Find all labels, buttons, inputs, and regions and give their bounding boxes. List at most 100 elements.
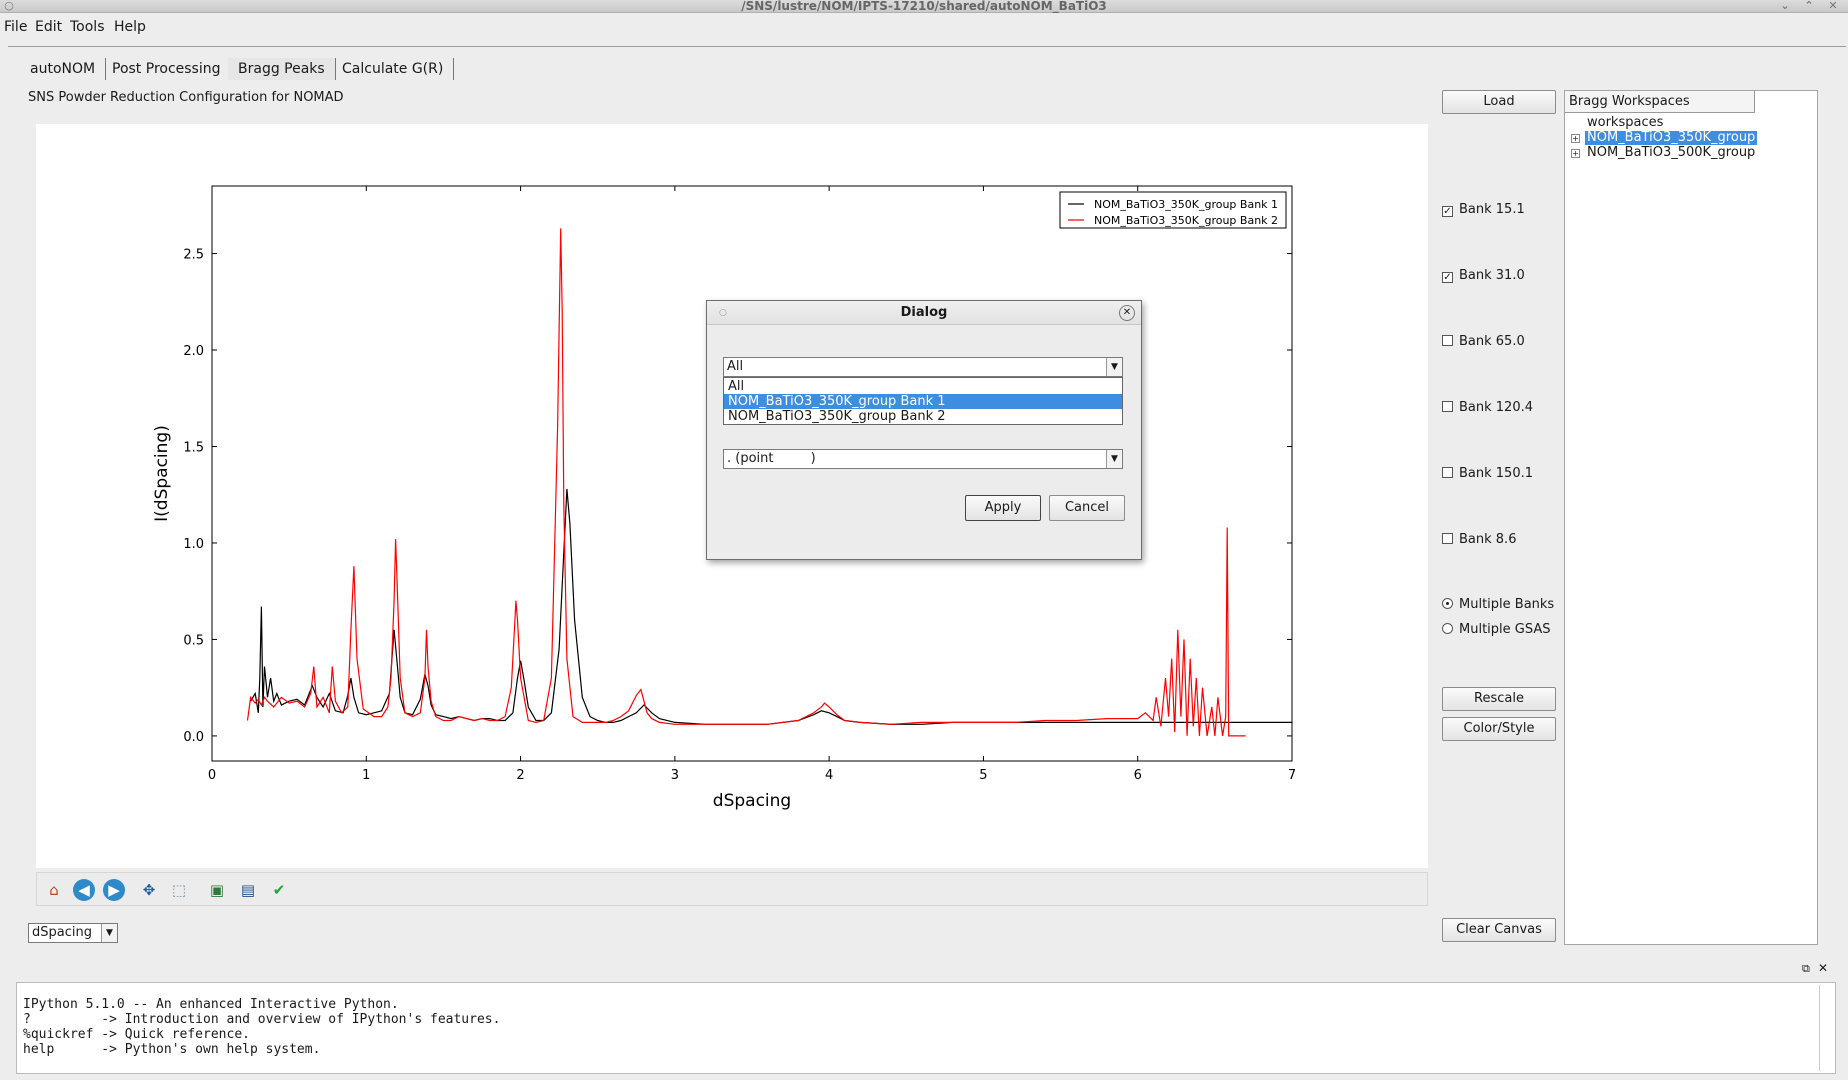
tree-item-500k-group[interactable]: NOM_BaTiO3_500K_group xyxy=(1587,145,1756,160)
menu-edit[interactable]: Edit xyxy=(35,19,63,35)
window-menu-icon[interactable]: ○ xyxy=(4,0,14,12)
tree-root-workspaces[interactable]: workspaces xyxy=(1587,115,1664,130)
tab-calculate-gr[interactable]: Calculate G(R) xyxy=(332,58,455,80)
dialog-title: Dialog ○ ✕ xyxy=(707,301,1141,325)
expand-icon[interactable]: + xyxy=(1571,134,1580,143)
check-icon[interactable]: ✔ xyxy=(272,881,286,899)
back-icon[interactable]: ◀ xyxy=(73,879,95,901)
forward-icon[interactable]: ▶ xyxy=(103,879,125,901)
dropdown-option-bank1[interactable]: NOM_BaTiO3_350K_group Bank 1 xyxy=(724,394,1122,409)
line-style-dialog: Dialog ○ ✕ All ▼ All NOM_BaTiO3_350K_gro… xyxy=(706,300,1142,560)
chevron-down-icon: ▼ xyxy=(1106,358,1122,376)
bank-checkbox-31-0[interactable]: ✓ Bank 31.0 xyxy=(1442,268,1525,283)
x-tick-label: 1 xyxy=(362,768,370,783)
apply-button[interactable]: Apply xyxy=(965,495,1041,521)
console-line: IPython 5.1.0 -- An enhanced Interactive… xyxy=(23,997,399,1012)
checkbox-icon[interactable]: ✓ xyxy=(1442,272,1453,283)
x-tick-label: 3 xyxy=(671,768,679,783)
page-subtitle: SNS Powder Reduction Configuration for N… xyxy=(28,90,344,105)
console-scrollbar[interactable] xyxy=(1819,985,1833,1071)
bank-checkbox-120-4[interactable]: Bank 120.4 xyxy=(1442,400,1533,415)
bragg-workspaces-tree[interactable]: Bragg Workspaces workspaces + NOM_BaTiO3… xyxy=(1564,90,1818,945)
radio-multiple-banks[interactable]: Multiple Banks xyxy=(1442,597,1554,612)
cancel-button[interactable]: Cancel xyxy=(1049,495,1125,521)
checkbox-icon[interactable] xyxy=(1442,401,1453,412)
close-console-icon[interactable]: ✕ xyxy=(1818,961,1829,975)
tab-autonom[interactable]: autoNOM xyxy=(20,58,107,80)
bank-checkbox-15-1[interactable]: ✓ Bank 15.1 xyxy=(1442,202,1525,217)
unit-select[interactable]: dSpacing ▼ xyxy=(28,923,118,943)
menu-bar: File Edit Tools Help xyxy=(0,14,1848,40)
series-line-1 xyxy=(250,488,1292,725)
line-select-dropdown[interactable]: All NOM_BaTiO3_350K_group Bank 1 NOM_BaT… xyxy=(723,377,1123,425)
maximize-icon[interactable]: ⌃ xyxy=(1804,0,1814,12)
menu-help[interactable]: Help xyxy=(114,19,146,35)
tab-bragg-peaks[interactable]: Bragg Peaks xyxy=(228,58,336,80)
plot-toolbar: ⌂ ◀ ▶ ✥ ⬚ ▣ ▤ ✔ xyxy=(36,872,1428,906)
y-tick-label: 0.0 xyxy=(183,730,204,745)
home-icon[interactable]: ⌂ xyxy=(49,881,59,899)
console-line: %quickref -> Quick reference. xyxy=(23,1027,250,1042)
x-tick-label: 0 xyxy=(208,768,216,783)
pan-icon[interactable]: ✥ xyxy=(142,881,156,899)
y-tick-label: 2.0 xyxy=(183,344,204,359)
marker-select[interactable]: . (point ) ▼ xyxy=(723,449,1123,469)
expand-icon[interactable]: + xyxy=(1571,149,1580,158)
dialog-close-icon[interactable]: ✕ xyxy=(1119,305,1135,321)
radio-icon[interactable] xyxy=(1442,598,1453,609)
series-line-2 xyxy=(246,228,1246,737)
radio-multiple-gsas[interactable]: Multiple GSAS xyxy=(1442,622,1550,637)
checkbox-icon[interactable] xyxy=(1442,533,1453,544)
y-tick-label: 1.5 xyxy=(183,440,204,455)
unit-select-value: dSpacing xyxy=(32,925,92,940)
console-line: help -> Python's own help system. xyxy=(23,1042,321,1057)
clear-canvas-button[interactable]: Clear Canvas xyxy=(1442,918,1556,942)
dialog-menu-icon[interactable]: ○ xyxy=(719,308,727,318)
save-icon[interactable]: ▤ xyxy=(240,881,256,899)
menu-file[interactable]: File xyxy=(4,19,28,35)
menu-tools[interactable]: Tools xyxy=(70,19,105,35)
color-style-button[interactable]: Color/Style xyxy=(1442,717,1556,741)
legend-box xyxy=(1059,191,1287,229)
y-tick-label: 0.5 xyxy=(183,633,204,648)
console-line: ? -> Introduction and overview of IPytho… xyxy=(23,1012,501,1027)
bank-checkbox-8-6[interactable]: Bank 8.6 xyxy=(1442,532,1516,547)
ipython-console[interactable]: IPython 5.1.0 -- An enhanced Interactive… xyxy=(16,982,1836,1074)
line-select[interactable]: All ▼ xyxy=(723,357,1123,377)
dropdown-option-bank2[interactable]: NOM_BaTiO3_350K_group Bank 2 xyxy=(728,409,946,424)
checkbox-icon[interactable] xyxy=(1442,467,1453,478)
zoom-icon[interactable]: ⬚ xyxy=(171,881,187,899)
load-button[interactable]: Load xyxy=(1442,90,1556,114)
radio-icon[interactable] xyxy=(1442,623,1453,634)
checkbox-icon[interactable]: ✓ xyxy=(1442,206,1453,217)
window-titlebar: /SNS/lustre/NOM/IPTS-17210/shared/autoNO… xyxy=(0,0,1848,13)
minimize-icon[interactable]: ⌄ xyxy=(1780,0,1790,12)
legend-entry: NOM_BaTiO3_350K_group Bank 1 xyxy=(1094,198,1278,211)
x-tick-label: 5 xyxy=(979,768,987,783)
configure-subplots-icon[interactable]: ▣ xyxy=(209,881,225,899)
checkbox-icon[interactable] xyxy=(1442,335,1453,346)
tab-post-processing[interactable]: Post Processing xyxy=(102,58,232,80)
x-tick-label: 7 xyxy=(1288,768,1296,783)
undock-icon[interactable]: ⧉ xyxy=(1802,962,1810,975)
dropdown-option-all[interactable]: All xyxy=(728,379,745,394)
chevron-down-icon: ▼ xyxy=(1106,450,1122,468)
plot-axes-frame xyxy=(211,185,1293,762)
bank-checkbox-150-1[interactable]: Bank 150.1 xyxy=(1442,466,1533,481)
y-axis-label: I(dSpacing) xyxy=(152,425,172,522)
chevron-down-icon: ▼ xyxy=(101,924,117,942)
tree-item-350k-group[interactable]: NOM_BaTiO3_350K_group xyxy=(1585,130,1758,145)
x-tick-label: 4 xyxy=(825,768,833,783)
workspaces-header[interactable]: Bragg Workspaces xyxy=(1565,91,1755,113)
x-axis-label: dSpacing xyxy=(713,791,791,811)
main-frame xyxy=(8,46,1846,956)
bragg-plot[interactable]: 0 1 2 3 4 5 6 7 0.0 0.5 1.0 1.5 2.0 2.5 dSpacing I(dSpa… xyxy=(36,124,1428,868)
x-tick-label: 2 xyxy=(516,768,524,783)
window-title: /SNS/lustre/NOM/IPTS-17210/shared/autoNO… xyxy=(741,0,1107,13)
x-tick-label: 6 xyxy=(1134,768,1142,783)
legend-entry: NOM_BaTiO3_350K_group Bank 2 xyxy=(1094,214,1278,227)
bank-checkbox-65-0[interactable]: Bank 65.0 xyxy=(1442,334,1525,349)
y-tick-label: 2.5 xyxy=(183,248,204,263)
rescale-button[interactable]: Rescale xyxy=(1442,687,1556,711)
close-icon[interactable]: ✕ xyxy=(1828,0,1838,12)
